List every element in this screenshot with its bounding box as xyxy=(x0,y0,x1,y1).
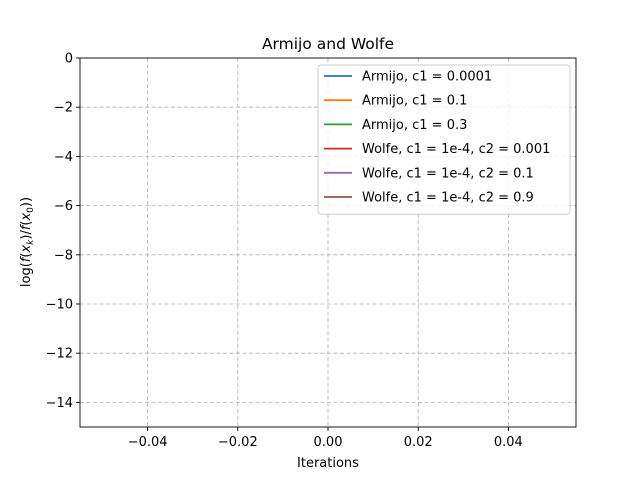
y-tick-label: −10 xyxy=(46,298,73,313)
x-axis: −0.04 −0.02 0.00 0.02 0.04 xyxy=(128,427,523,450)
y-tick-label: −14 xyxy=(46,396,73,411)
legend-entry-label: Wolfe, c1 = 1e-4, c2 = 0.9 xyxy=(362,191,534,206)
legend: Armijo, c1 = 0.0001 Armijo, c1 = 0.1 Armij… xyxy=(317,64,571,215)
x-tick-label: −0.02 xyxy=(218,435,258,450)
y-tick-label: −6 xyxy=(54,199,73,214)
x-tick-label: 0.04 xyxy=(494,435,523,450)
legend-frame xyxy=(317,64,571,215)
x-tick-label: −0.04 xyxy=(128,435,168,450)
legend-entry-label: Wolfe, c1 = 1e-4, c2 = 0.001 xyxy=(362,142,550,157)
x-tick-label: 0.00 xyxy=(314,435,343,450)
chart-title: Armijo and Wolfe xyxy=(262,35,394,53)
y-tick-label: −8 xyxy=(54,248,73,263)
x-tick-label: 0.02 xyxy=(404,435,433,450)
y-axis: 0 −2 −4 −6 −8 −10 −12 −14 xyxy=(46,52,80,411)
legend-entry-label: Armijo, c1 = 0.1 xyxy=(362,94,467,109)
legend-entry-label: Armijo, c1 = 0.3 xyxy=(362,118,467,133)
y-tick-label: −4 xyxy=(54,150,73,165)
y-tick-label: 0 xyxy=(65,52,73,67)
legend-entry-label: Armijo, c1 = 0.0001 xyxy=(362,70,492,85)
y-tick-label: −2 xyxy=(54,101,73,116)
y-tick-label: −12 xyxy=(46,347,73,362)
y-axis-label: log(f(xk)/f(x0)) xyxy=(19,197,36,287)
legend-entry-label: Wolfe, c1 = 1e-4, c2 = 0.1 xyxy=(362,166,534,181)
x-axis-label: Iterations xyxy=(297,456,359,471)
